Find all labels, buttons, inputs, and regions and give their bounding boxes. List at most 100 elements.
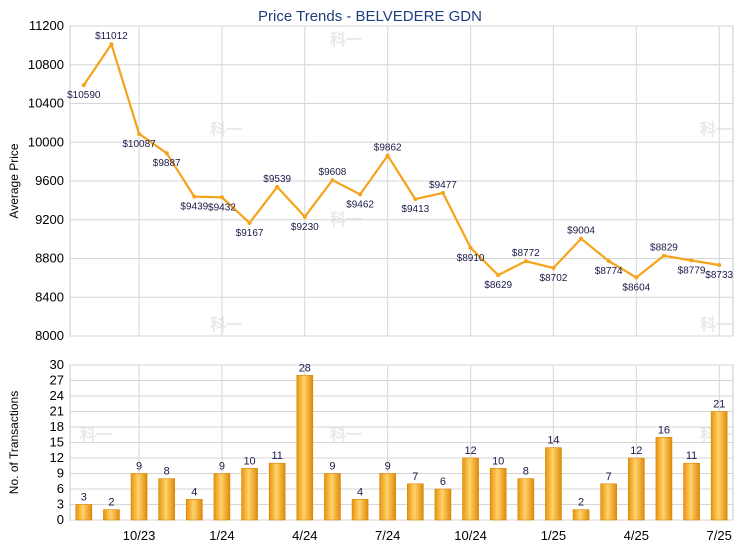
price-point <box>440 190 445 195</box>
bar-value-label: 9 <box>136 461 142 473</box>
price-data-label: $9413 <box>401 204 429 215</box>
watermark: 科一 <box>330 30 362 49</box>
price-point <box>689 258 694 263</box>
bar-value-label: 9 <box>329 461 335 473</box>
x-tick-label: 4/24 <box>292 528 317 543</box>
transaction-bar <box>241 468 258 521</box>
bar-value-label: 9 <box>385 461 391 473</box>
transaction-bar <box>213 473 231 521</box>
price-data-label: $8910 <box>457 253 485 264</box>
price-point <box>247 220 252 225</box>
x-tick-label: 10/23 <box>123 528 156 543</box>
transaction-bar <box>655 437 673 521</box>
price-data-label: $9439 <box>180 202 208 213</box>
transaction-bar <box>158 478 175 521</box>
volume-y-tick-label: 21 <box>50 404 64 419</box>
bar-value-label: 4 <box>357 486 363 498</box>
price-y-tick-label: 8400 <box>35 289 64 304</box>
bar-value-label: 14 <box>547 435 559 447</box>
price-point <box>164 151 169 156</box>
price-data-label: $8733 <box>705 270 733 281</box>
price-data-label: $9539 <box>263 174 291 185</box>
price-data-label: $9432 <box>208 202 236 213</box>
transaction-bar <box>710 411 728 521</box>
price-data-label: $9477 <box>429 180 457 191</box>
transaction-bar <box>545 447 562 521</box>
price-y-tick-label: 9200 <box>35 212 64 227</box>
price-point <box>302 214 307 219</box>
bar-value-label: 12 <box>630 445 642 457</box>
price-point <box>358 192 363 197</box>
volume-y-tick-label: 30 <box>50 357 64 372</box>
volume-y-axis-title: No. of Transactions <box>7 391 21 494</box>
bar-value-label: 6 <box>440 476 446 488</box>
transaction-bar <box>434 488 452 521</box>
x-tick-label: 1/24 <box>209 528 234 543</box>
price-data-label: $8772 <box>512 248 540 259</box>
volume-panel: 科一科一科一03691215182124273010/231/244/247/2… <box>7 357 734 543</box>
bar-value-label: 10 <box>243 455 255 467</box>
volume-y-tick-label: 24 <box>50 388 64 403</box>
price-data-label: $10590 <box>67 90 101 101</box>
price-point <box>523 259 528 264</box>
bar-value-label: 3 <box>81 492 87 504</box>
transaction-bar <box>683 462 700 521</box>
price-y-tick-label: 10000 <box>28 134 64 149</box>
bar-value-label: 9 <box>219 461 225 473</box>
transaction-bar <box>324 473 341 521</box>
volume-y-tick-label: 15 <box>50 435 64 450</box>
transaction-bar <box>517 478 535 521</box>
x-tick-label: 10/24 <box>454 528 487 543</box>
price-data-label: $8629 <box>484 280 512 291</box>
transaction-bar <box>296 375 314 521</box>
volume-y-tick-label: 12 <box>50 450 64 465</box>
price-point <box>275 184 280 189</box>
x-tick-label: 7/25 <box>707 528 732 543</box>
price-y-tick-label: 10800 <box>28 57 64 72</box>
price-data-label: $9230 <box>291 222 319 233</box>
price-point <box>661 253 666 258</box>
x-tick-label: 1/25 <box>541 528 566 543</box>
price-point <box>551 265 556 270</box>
price-point <box>192 194 197 199</box>
price-data-label: $9004 <box>567 226 595 237</box>
price-point <box>330 178 335 183</box>
bar-value-label: 10 <box>492 455 504 467</box>
price-point <box>606 259 611 264</box>
price-point <box>385 153 390 158</box>
watermark: 科一 <box>700 120 732 139</box>
transaction-bar <box>462 457 479 521</box>
transaction-bar <box>75 504 93 521</box>
price-data-label: $9887 <box>153 158 181 169</box>
transaction-bar <box>407 483 424 521</box>
volume-y-tick-label: 27 <box>50 373 64 388</box>
price-data-label: $8774 <box>595 266 623 277</box>
transaction-bar <box>600 483 617 521</box>
price-data-label: $8779 <box>678 266 706 277</box>
price-point <box>109 42 114 47</box>
price-y-tick-label: 9600 <box>35 173 64 188</box>
price-point <box>717 262 722 267</box>
x-tick-label: 4/25 <box>624 528 649 543</box>
bar-value-label: 12 <box>464 445 476 457</box>
price-series-line <box>82 43 720 279</box>
price-data-label: $9462 <box>346 199 374 210</box>
bar-value-label: 8 <box>523 466 529 478</box>
bar-value-label: 11 <box>271 450 282 462</box>
price-y-tick-label: 8800 <box>35 251 64 266</box>
price-point <box>219 195 224 200</box>
bar-value-label: 11 <box>686 450 697 462</box>
price-data-label: $9862 <box>374 143 402 154</box>
volume-y-tick-label: 0 <box>57 512 64 527</box>
price-point <box>81 83 86 88</box>
price-y-tick-label: 8000 <box>35 328 64 343</box>
transaction-bar <box>130 473 148 521</box>
bar-value-label: 8 <box>164 466 170 478</box>
transaction-bar <box>351 499 369 521</box>
price-point <box>634 275 639 280</box>
watermark: 科一 <box>210 315 242 334</box>
price-data-label: $8604 <box>622 282 650 293</box>
